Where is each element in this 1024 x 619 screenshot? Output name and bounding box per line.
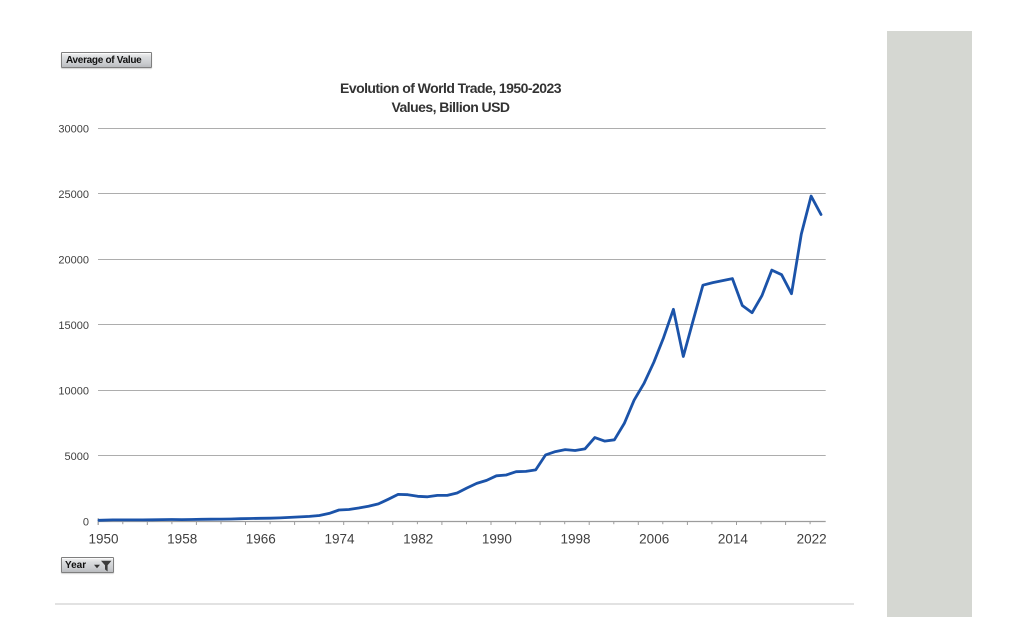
svg-text:20000: 20000 (58, 254, 89, 266)
svg-text:1958: 1958 (167, 531, 197, 546)
svg-text:15000: 15000 (58, 320, 89, 332)
svg-text:0: 0 (83, 516, 89, 528)
svg-text:1990: 1990 (482, 531, 512, 546)
svg-text:1974: 1974 (324, 531, 355, 546)
svg-text:1982: 1982 (403, 531, 433, 546)
svg-text:10000: 10000 (58, 385, 89, 397)
svg-text:2014: 2014 (718, 531, 749, 546)
svg-text:1998: 1998 (560, 531, 590, 546)
svg-text:25000: 25000 (58, 189, 89, 201)
svg-text:1966: 1966 (246, 531, 276, 546)
svg-text:30000: 30000 (58, 123, 89, 135)
svg-text:1950: 1950 (88, 531, 118, 546)
svg-text:2006: 2006 (639, 531, 669, 546)
svg-text:2022: 2022 (797, 531, 827, 546)
svg-text:5000: 5000 (65, 451, 89, 463)
